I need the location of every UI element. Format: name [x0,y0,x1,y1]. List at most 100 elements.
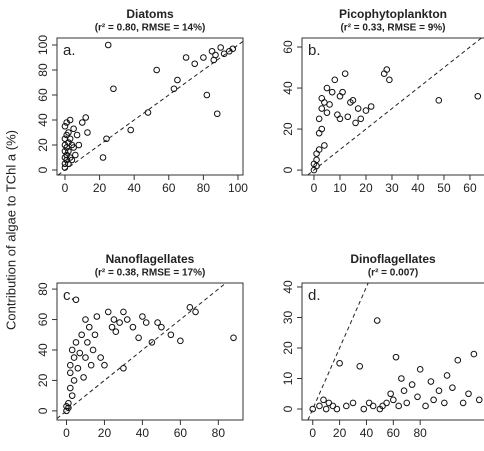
point [369,402,377,410]
point [142,319,150,326]
point [380,70,388,77]
x-tick-label: 60 [387,426,401,440]
y-axis-label: Contribution of algae to TChl a (%) [3,130,18,330]
point [154,319,161,326]
panel-title: Nanoflagellates [106,252,195,266]
point [70,125,77,133]
point [66,361,74,369]
point [339,88,346,96]
point [208,47,216,55]
point [322,405,330,413]
panel-subtitle: (r² = 0.38, RMSE = 17%) [95,268,206,279]
x-tick-label: 0 [311,181,318,195]
point [316,402,323,410]
y-tick-label: 40 [281,280,295,294]
point [398,375,405,382]
point [320,396,327,404]
y-tick-label: 80 [36,63,50,77]
panel-label: b. [308,42,321,59]
y-tick-label: 60 [36,313,50,327]
point [65,147,72,155]
panel-label: a. [63,42,76,59]
point [354,105,362,112]
point [408,381,416,388]
point [386,76,393,84]
point [390,396,397,404]
panel-label: d. [308,287,321,304]
point [349,399,357,407]
point [230,334,237,342]
point [318,94,326,102]
point [217,44,224,51]
plot-area [56,282,237,419]
point [68,156,76,164]
x-tick-label: 60 [463,181,477,195]
point [362,107,370,114]
point [65,160,72,168]
point [139,313,146,320]
plot-frame [301,282,484,421]
point [427,378,435,385]
point [120,308,127,316]
y-tick-label: 0 [36,166,50,173]
point [334,111,341,119]
point [343,402,350,410]
point [192,308,199,316]
point [326,101,333,108]
point [315,146,323,153]
point [475,396,483,404]
point [309,405,317,413]
panel-subtitle: (r² = 0.007) [368,268,418,279]
point [167,331,175,339]
point [315,129,323,137]
x-tick-label: 40 [411,181,425,195]
panel-label: c. [63,287,75,304]
point [313,150,320,157]
x-tick-label: 80 [413,426,427,440]
point [403,399,411,407]
point [87,361,95,369]
x-tick-label: 100 [228,181,248,195]
x-tick-label: 80 [212,426,226,440]
plot-frame [301,37,484,176]
one-to-one-line [307,282,369,421]
point [182,54,190,61]
point [80,374,87,381]
point [344,113,352,121]
point [66,369,74,377]
point [120,364,127,372]
point [73,131,81,139]
point [191,60,199,68]
point [336,92,344,100]
point [315,115,323,123]
panel-subtitle: (r² = 0.80, RMSE = 14%) [95,23,206,34]
x-tick-label: 30 [385,181,399,195]
point [373,317,381,324]
point [66,116,74,124]
point [110,85,117,93]
point [61,147,69,155]
point [70,144,77,151]
point [72,296,80,304]
point [229,45,237,53]
point [414,393,421,401]
point [97,354,104,361]
point [212,51,219,59]
point [68,346,76,354]
point [116,319,123,326]
point [82,316,89,323]
point [220,50,228,58]
point [135,334,142,342]
point [65,399,72,407]
point [470,350,478,358]
point [318,125,326,133]
y-tick-label: 0 [281,405,295,412]
y-tick-label: 40 [36,343,50,357]
point [435,97,443,104]
point [383,66,391,73]
point [170,85,178,93]
point [123,316,131,323]
y-tick-label: 20 [36,373,50,387]
x-tick-label: 60 [162,181,176,195]
plot-area [307,37,482,176]
